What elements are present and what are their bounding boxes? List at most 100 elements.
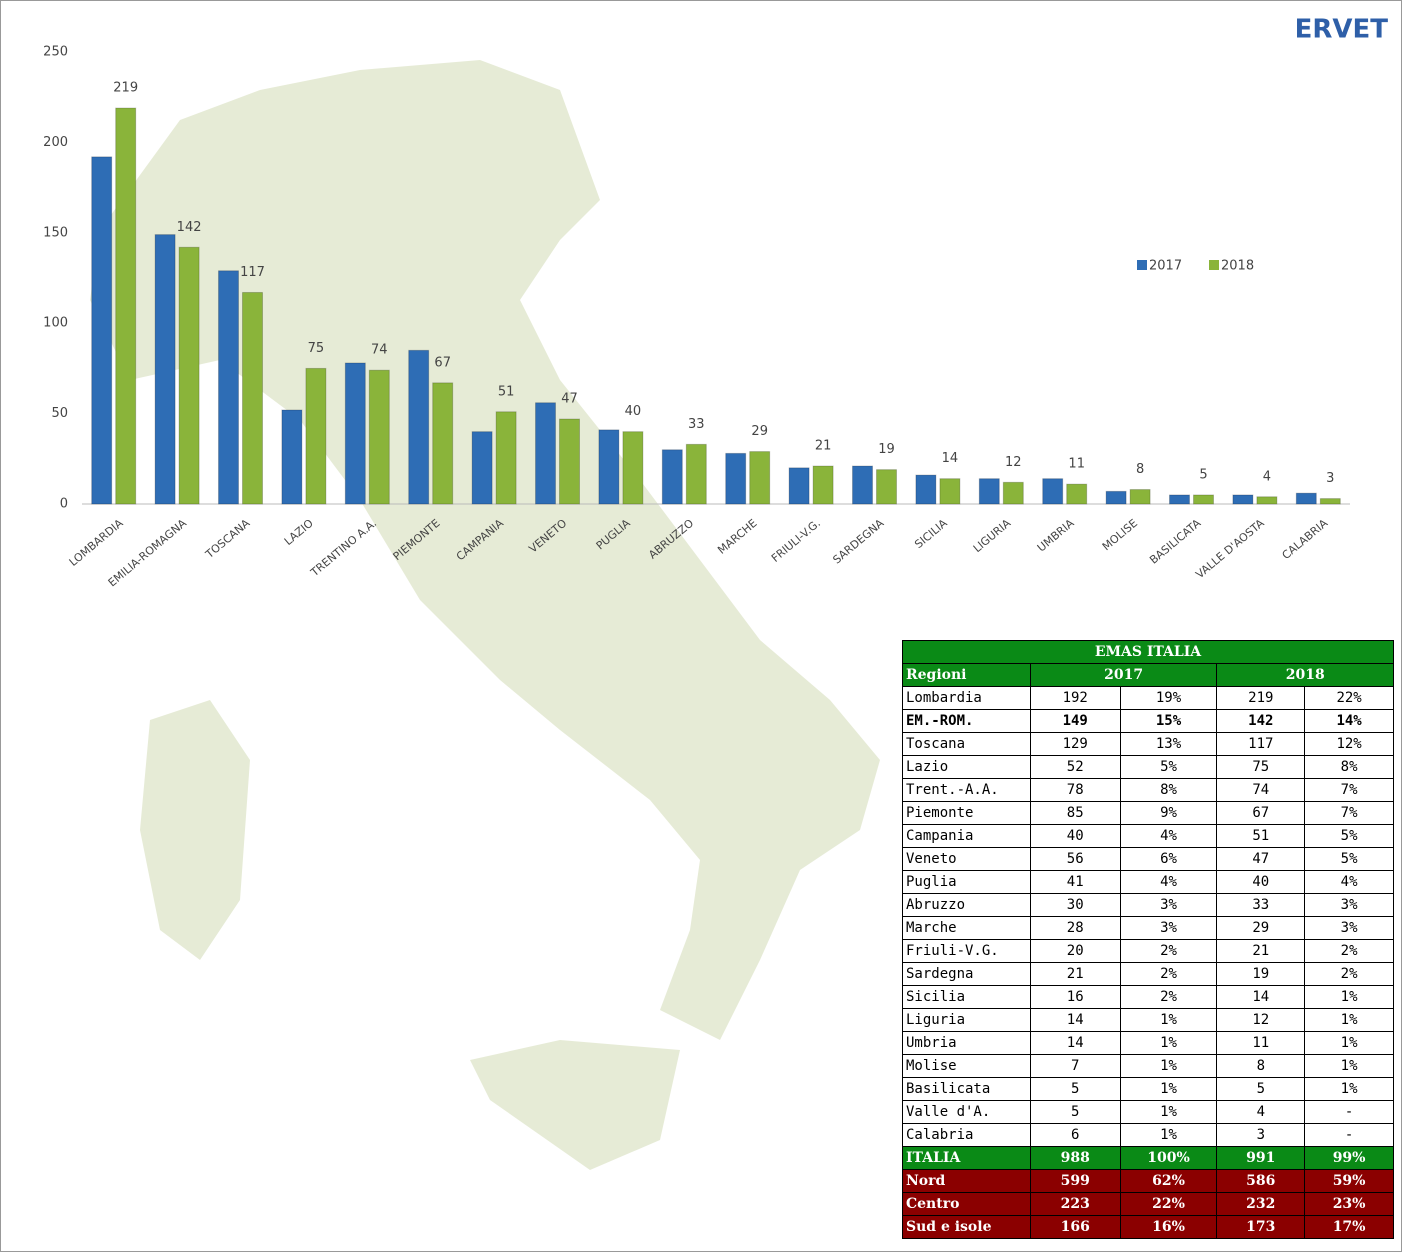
table-cell: 1% [1304, 1031, 1394, 1055]
table-row: EM.-ROM. 149 15% 142 14% [902, 709, 1394, 733]
table-cell: 29 [1216, 916, 1306, 940]
bar [622, 431, 644, 505]
table-row: Sud e isole 166 16% 173 17% [902, 1215, 1394, 1239]
table-cell: 1% [1304, 985, 1394, 1009]
table-cell: 20 [1029, 939, 1121, 963]
bar [1002, 481, 1024, 505]
data-label: 142 [177, 220, 202, 235]
table-row: Puglia 41 4% 40 4% [902, 870, 1394, 894]
table-cell: 2% [1119, 985, 1218, 1009]
table-cell: 142 [1216, 709, 1306, 733]
table-row: Sardegna 21 2% 19 2% [902, 962, 1394, 986]
table-cell: 51 [1216, 824, 1306, 848]
table-cell: 1% [1119, 1008, 1218, 1032]
table-cell: 12 [1216, 1008, 1306, 1032]
table-cell: 5 [1029, 1077, 1121, 1101]
x-tick-label: SICILIA [912, 516, 950, 551]
data-label: 29 [751, 424, 768, 439]
table-row: Valle d'A. 5 1% 4- [902, 1100, 1394, 1124]
bar [154, 234, 176, 505]
bar [344, 362, 366, 505]
table-cell: 19 [1216, 962, 1306, 986]
x-tick-label: LIGURIA [971, 516, 1014, 555]
table-cell: 3% [1119, 893, 1218, 917]
table-cell: Piemonte [902, 801, 1031, 825]
table-row: Trent.-A.A. 78 8% 74 7% [902, 778, 1394, 802]
table-cell: 192 [1029, 686, 1121, 710]
x-tick-label: CALABRIA [1280, 516, 1331, 562]
table-cell: 14% [1304, 709, 1394, 733]
bar [115, 107, 137, 505]
x-tick-label: MOLISE [1100, 517, 1140, 554]
bar [1232, 494, 1254, 505]
table-cell: 599 [1029, 1169, 1121, 1193]
table-cell: Sicilia [902, 985, 1031, 1009]
table-cell: 7% [1304, 801, 1394, 825]
table-cell: 28 [1029, 916, 1121, 940]
table-cell: 1% [1304, 1077, 1394, 1101]
x-tick-label: UMBRIA [1035, 516, 1077, 554]
data-label: 75 [308, 341, 325, 356]
table-cell: 3% [1304, 893, 1394, 917]
table-cell: 3% [1304, 916, 1394, 940]
table-cell: 4% [1304, 870, 1394, 894]
table-cell: 19% [1119, 686, 1218, 710]
table-cell: 586 [1216, 1169, 1306, 1193]
table-cell: 14 [1216, 985, 1306, 1009]
bar [749, 451, 771, 505]
table-row: Nord 599 62% 586 59% [902, 1169, 1394, 1193]
table-cell: 14 [1029, 1008, 1121, 1032]
table-row: Sicilia 16 2% 14 1% [902, 985, 1394, 1009]
bar [1169, 494, 1190, 505]
title-row: EMAS ITALIA [902, 640, 1394, 664]
data-label: 74 [371, 343, 388, 358]
table-cell: 991 [1216, 1146, 1306, 1170]
table-cell: 16% [1119, 1215, 1218, 1239]
table-cell: 149 [1029, 709, 1121, 733]
bar [1129, 489, 1151, 505]
table-cell: Umbria [902, 1031, 1031, 1055]
table-cell: 40 [1029, 824, 1121, 848]
table-cell: 6 [1029, 1123, 1121, 1147]
table-row: Calabria 6 1% 3- [902, 1123, 1394, 1147]
y-tick-label: 0 [60, 497, 68, 512]
y-tick-label: 150 [43, 225, 68, 240]
header-cell: 2017 [1029, 663, 1218, 687]
table-cell: 74 [1216, 778, 1306, 802]
table-cell: 9% [1119, 801, 1218, 825]
table-cell: Puglia [902, 870, 1031, 894]
table-cell: 3% [1119, 916, 1218, 940]
legend-swatch [1137, 260, 1147, 270]
table-cell: 2% [1119, 962, 1218, 986]
table-cell: EM.-ROM. [902, 709, 1031, 733]
bar [535, 402, 556, 505]
table-row: Lombardia 192 19% 219 22% [902, 686, 1394, 710]
table-cell: Sud e isole [902, 1215, 1031, 1239]
bar [1105, 490, 1127, 505]
y-tick-label: 200 [43, 135, 68, 150]
x-tick-label: LAZIO [282, 516, 316, 548]
data-label: 219 [113, 81, 138, 96]
table-cell: 1% [1119, 1100, 1218, 1124]
bar [1256, 496, 1278, 505]
table-cell: 988 [1029, 1146, 1121, 1170]
table-cell: 22% [1119, 1192, 1218, 1216]
legend-label: 2018 [1221, 259, 1254, 274]
table-cell: 59% [1304, 1169, 1394, 1193]
x-tick-label: VALLE D'AOSTA [1193, 516, 1267, 581]
bar [1066, 483, 1088, 505]
table-cell: Toscana [902, 732, 1031, 756]
table-cell: 7 [1029, 1054, 1121, 1078]
table-cell: 22% [1304, 686, 1394, 710]
table-cell: 21 [1029, 962, 1121, 986]
table-cell: 2% [1304, 939, 1394, 963]
bar [1295, 492, 1317, 505]
table-cell: 5 [1216, 1077, 1306, 1101]
table-cell: 5% [1304, 824, 1394, 848]
table-cell: Basilicata [902, 1077, 1031, 1101]
table-cell: 219 [1216, 686, 1306, 710]
table-cell: - [1304, 1123, 1394, 1147]
bar [218, 270, 239, 505]
table-cell: Nord [902, 1169, 1031, 1193]
